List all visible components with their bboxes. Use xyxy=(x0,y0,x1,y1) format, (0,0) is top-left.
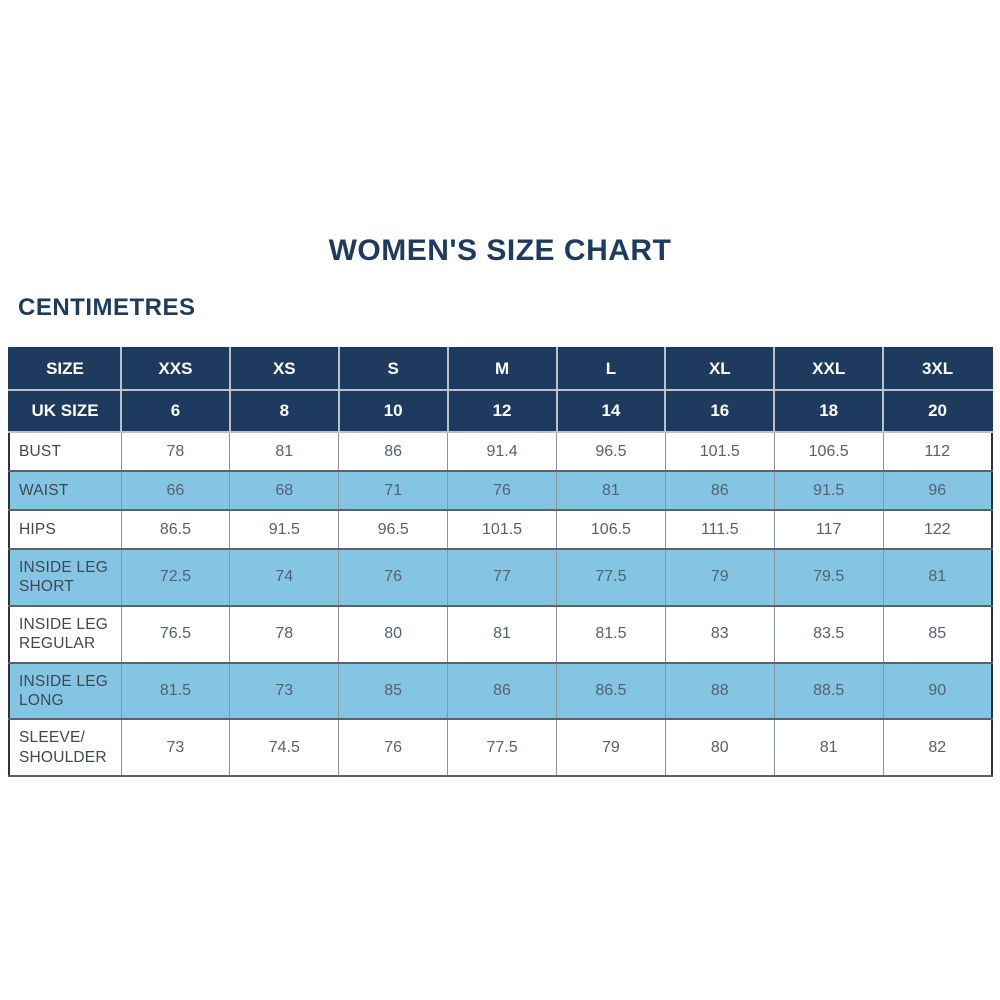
size-column-header: 14 xyxy=(555,389,667,433)
measurement-value-cell: 79 xyxy=(664,548,775,607)
measurement-value-cell: 88.5 xyxy=(773,661,884,721)
table-row: INSIDE LEG REGULAR 76.5 78 80 81 81.5 83 83.5 85 xyxy=(8,604,993,664)
measurement-value-cell: 86 xyxy=(664,470,775,511)
table-row: INSIDE LEG SHORT 72.5 74 76 77 77.5 79 79.5 81 xyxy=(8,548,993,607)
measurement-value-cell: 73 xyxy=(229,661,340,721)
measurement-row-label: HIPS xyxy=(8,509,122,550)
measurement-value-cell: 71 xyxy=(338,470,449,511)
size-column-header: 20 xyxy=(882,389,993,433)
measurement-value-cell: 66 xyxy=(120,470,231,511)
size-column-header: 12 xyxy=(446,389,558,433)
measurement-value-cell: 77.5 xyxy=(447,718,557,777)
measurement-row-label: SLEEVE/​SHOULDER xyxy=(8,718,122,777)
measurement-value-cell: 112 xyxy=(882,431,993,472)
measurement-row-label: WAIST xyxy=(8,470,122,511)
measurement-value-cell: 96.5 xyxy=(556,431,666,472)
measurement-value-cell: 83.5 xyxy=(773,604,884,664)
size-column-header: 10 xyxy=(337,389,449,433)
measurement-value-cell: 77.5 xyxy=(556,548,666,607)
measurement-value-cell: 76.5 xyxy=(120,604,231,664)
table-header-row: UK SIZE 6 8 10 12 14 16 18 20 xyxy=(8,389,993,433)
measurement-value-cell: 85 xyxy=(882,604,993,664)
measurement-row-label: BUST xyxy=(8,431,122,472)
measurement-value-cell: 74.5 xyxy=(229,718,340,777)
table-row: WAIST 66 68 71 76 81 86 91.5 96 xyxy=(8,470,993,511)
measurement-row-label: INSIDE LEG SHORT xyxy=(8,548,122,607)
size-column-header: 18 xyxy=(773,389,885,433)
header-row-label: UK SIZE xyxy=(8,389,122,433)
table-row: SLEEVE/​SHOULDER 73 74.5 76 77.5 79 80 81 82 xyxy=(8,718,993,777)
table-row: INSIDE LEG LONG 81.5 73 85 86 86.5 88 88.5 90 xyxy=(8,661,993,721)
measurement-value-cell: 76 xyxy=(447,470,557,511)
table-header-row: SIZE XXS XS S M L XL XXL 3XL xyxy=(8,347,993,391)
measurement-value-cell: 81.5 xyxy=(120,661,231,721)
size-column-header: 6 xyxy=(120,389,231,433)
measurement-value-cell: 96 xyxy=(882,470,993,511)
measurement-value-cell: 86 xyxy=(447,661,557,721)
size-column-header: 16 xyxy=(664,389,776,433)
header-row-label: SIZE xyxy=(8,347,122,391)
measurement-value-cell: 72.5 xyxy=(120,548,231,607)
measurement-value-cell: 82 xyxy=(882,718,993,777)
measurement-value-cell: 74 xyxy=(229,548,340,607)
measurement-value-cell: 81 xyxy=(447,604,557,664)
measurement-value-cell: 77 xyxy=(447,548,557,607)
measurement-value-cell: 81 xyxy=(229,431,340,472)
measurement-value-cell: 68 xyxy=(229,470,340,511)
measurement-value-cell: 78 xyxy=(120,431,231,472)
measurement-value-cell: 80 xyxy=(338,604,449,664)
measurement-value-cell: 106.5 xyxy=(556,509,666,550)
measurement-value-cell: 81 xyxy=(773,718,884,777)
size-column-header: L xyxy=(555,347,667,391)
size-column-header: XXS xyxy=(120,347,231,391)
measurement-value-cell: 88 xyxy=(664,661,775,721)
size-column-header: XS xyxy=(228,347,340,391)
measurement-value-cell: 81 xyxy=(882,548,993,607)
measurement-value-cell: 83 xyxy=(664,604,775,664)
measurement-value-cell: 86.5 xyxy=(120,509,231,550)
measurement-value-cell: 78 xyxy=(229,604,340,664)
measurement-value-cell: 101.5 xyxy=(664,431,775,472)
measurement-value-cell: 85 xyxy=(338,661,449,721)
table-row: HIPS 86.5 91.5 96.5 101.5 106.5 111.5 117 122 xyxy=(8,509,993,550)
size-table: SIZE XXS XS S M L XL XXL 3XL UK SIZE 6 8 10 12 14 16 18 2… xyxy=(8,347,993,777)
measurement-value-cell: 106.5 xyxy=(773,431,884,472)
measurement-value-cell: 86.5 xyxy=(556,661,666,721)
measurement-value-cell: 79.5 xyxy=(773,548,884,607)
measurement-value-cell: 86 xyxy=(338,431,449,472)
measurement-value-cell: 111.5 xyxy=(664,509,775,550)
measurement-value-cell: 80 xyxy=(664,718,775,777)
measurement-value-cell: 90 xyxy=(882,661,993,721)
size-column-header: M xyxy=(446,347,558,391)
measurement-value-cell: 73 xyxy=(120,718,231,777)
measurement-row-label: INSIDE LEG REGULAR xyxy=(8,604,122,664)
table-row: BUST 78 81 86 91.4 96.5 101.5 106.5 112 xyxy=(8,431,993,472)
size-column-header: S xyxy=(337,347,449,391)
size-column-header: 3XL xyxy=(882,347,993,391)
measurement-value-cell: 79 xyxy=(556,718,666,777)
measurement-value-cell: 76 xyxy=(338,548,449,607)
measurement-value-cell: 122 xyxy=(882,509,993,550)
measurement-value-cell: 91.5 xyxy=(773,470,884,511)
measurement-value-cell: 81.5 xyxy=(556,604,666,664)
measurement-value-cell: 81 xyxy=(556,470,666,511)
size-column-header: XXL xyxy=(773,347,885,391)
measurement-value-cell: 101.5 xyxy=(447,509,557,550)
measurement-value-cell: 117 xyxy=(773,509,884,550)
measurement-value-cell: 91.5 xyxy=(229,509,340,550)
page-title: WOMEN'S SIZE CHART xyxy=(328,234,672,267)
size-column-header: 8 xyxy=(228,389,340,433)
size-column-header: XL xyxy=(664,347,776,391)
measurement-value-cell: 91.4 xyxy=(447,431,557,472)
measurement-value-cell: 76 xyxy=(338,718,449,777)
measurement-row-label: INSIDE LEG LONG xyxy=(8,661,122,721)
measurement-value-cell: 96.5 xyxy=(338,509,449,550)
unit-label: CENTIMETRES xyxy=(18,294,196,321)
